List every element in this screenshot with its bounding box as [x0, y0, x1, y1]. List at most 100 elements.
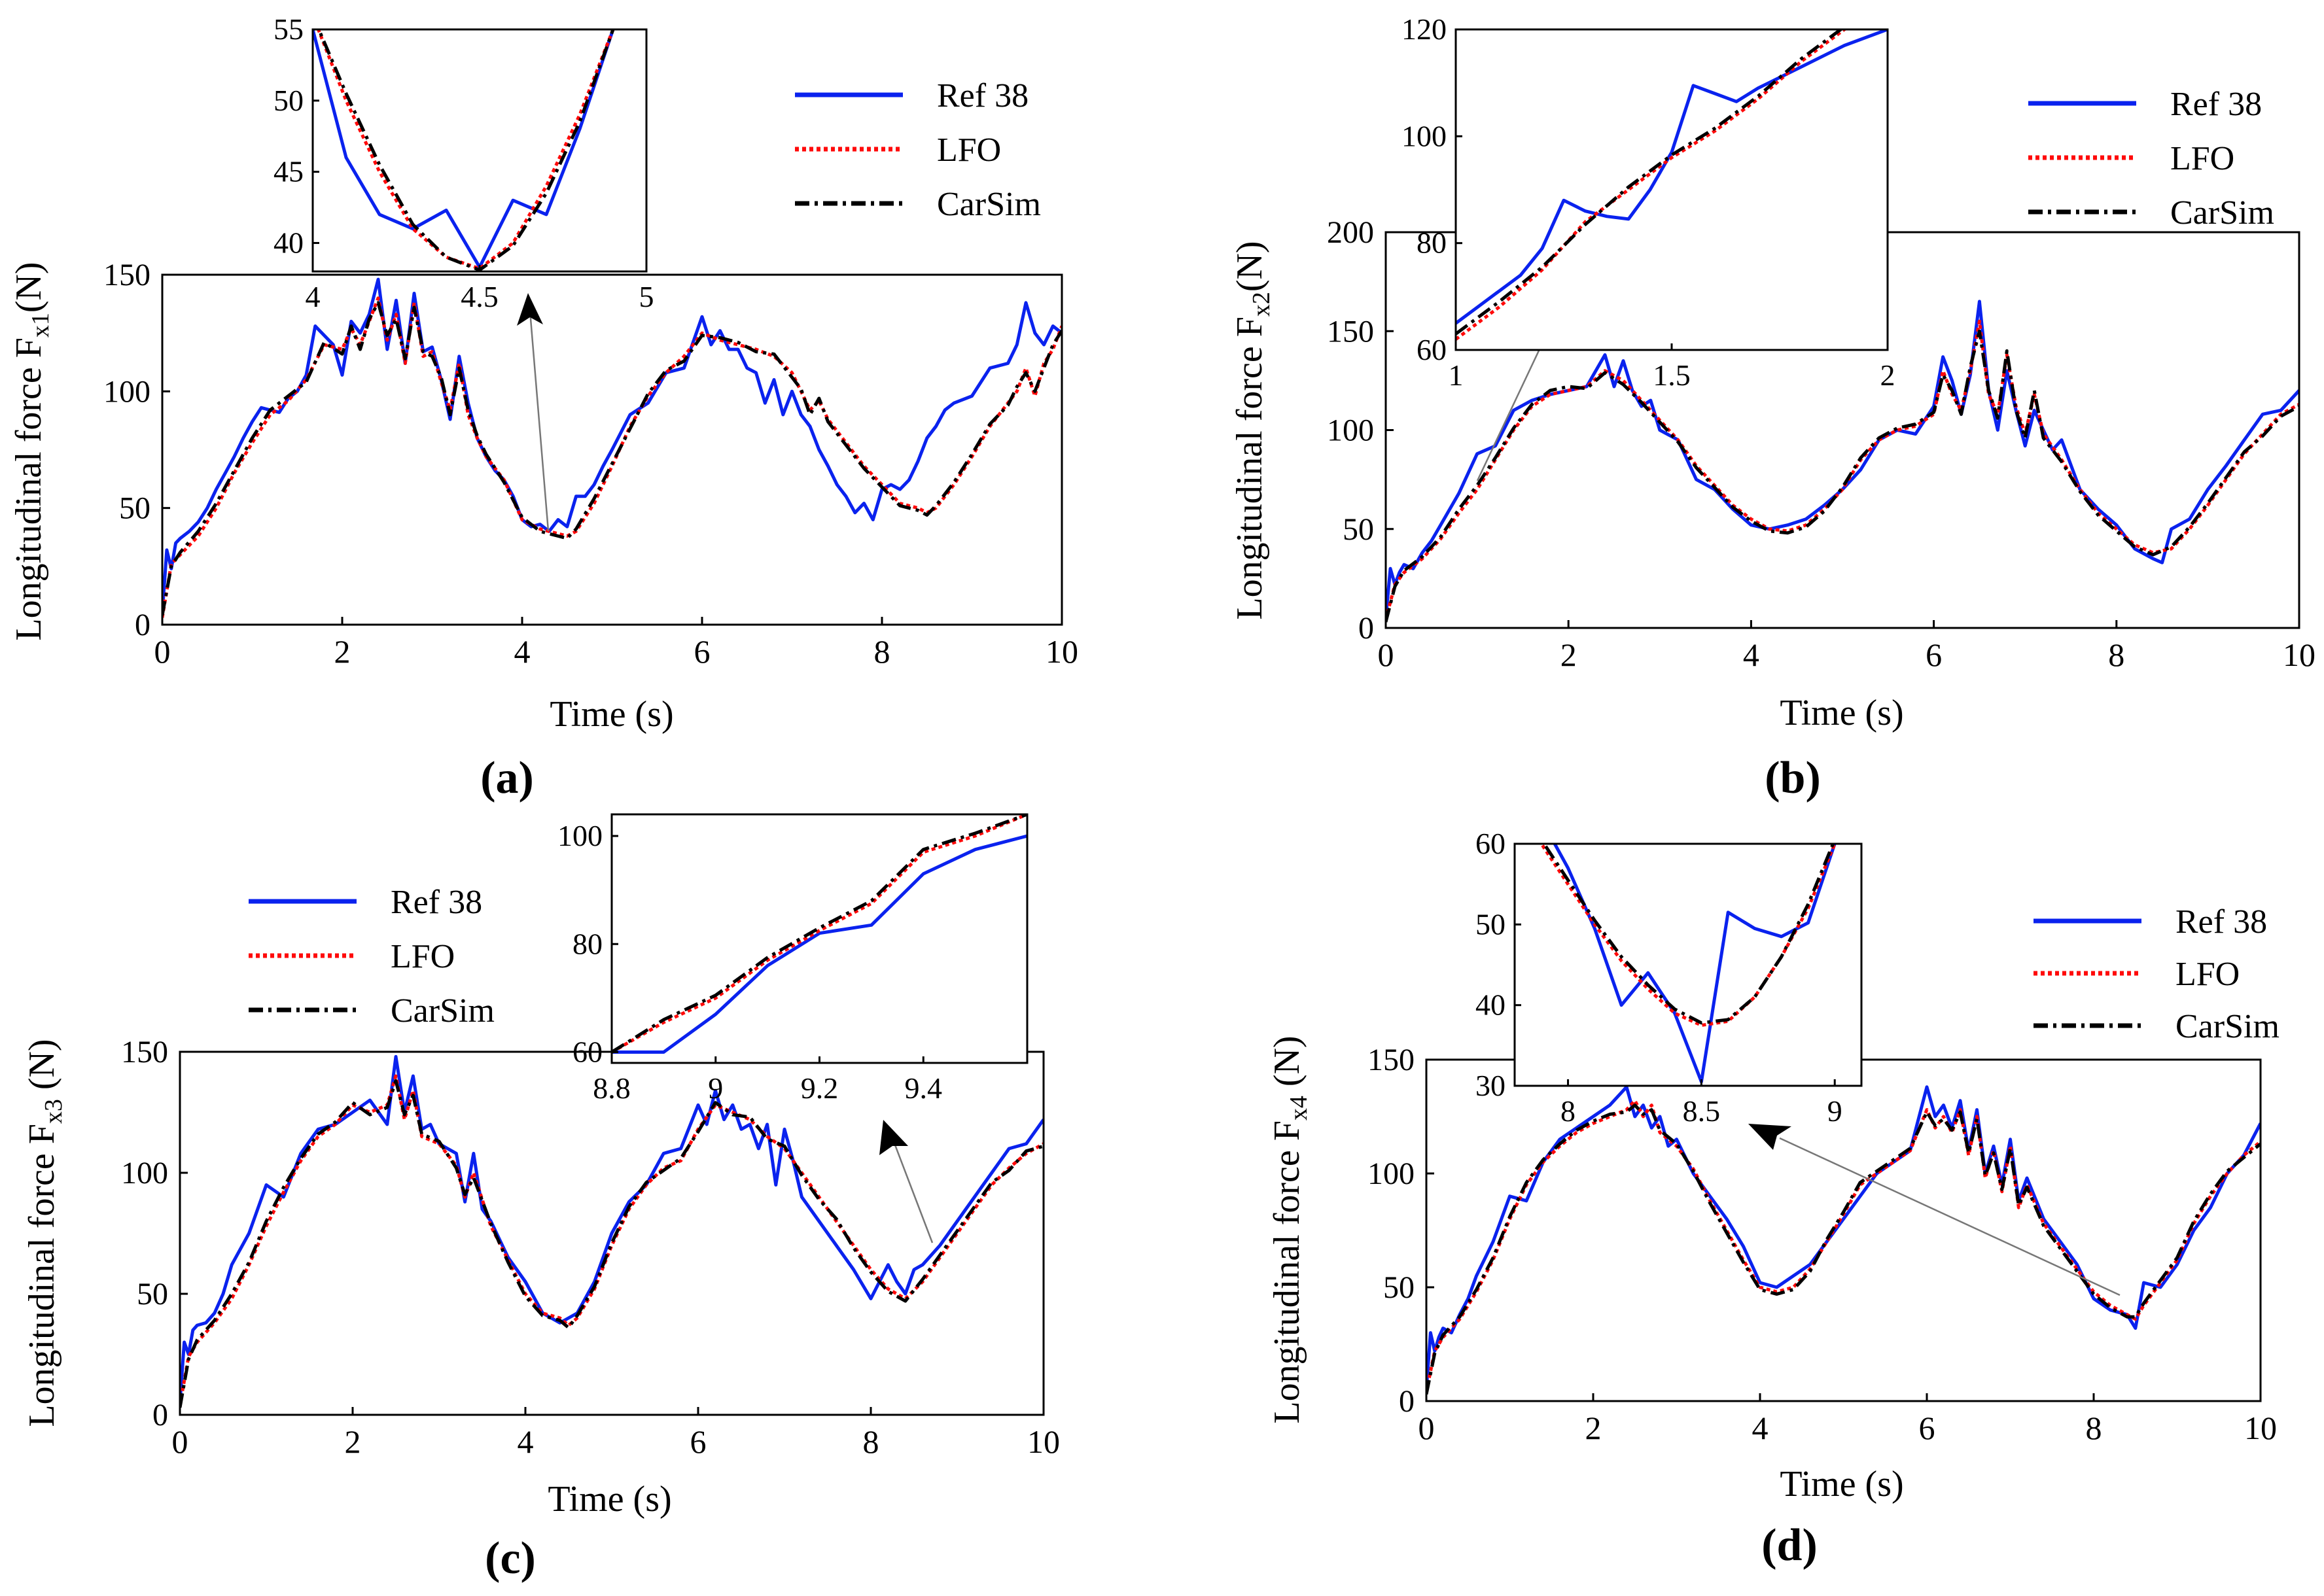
- chart-a-inset-xtick-label: 4: [306, 280, 321, 313]
- chart-b-yticks: 0 50 100 150 200: [1327, 215, 1394, 646]
- chart-c-inset-series-ref-38: [612, 834, 1027, 1054]
- chart-b-inset-series-ref-38: [1456, 29, 1888, 325]
- chart-a-ylabel-unit: (N): [9, 262, 49, 313]
- chart-c-inset-ytick-label: 80: [572, 927, 603, 960]
- chart-c-inset-ytick-label: 60: [572, 1035, 603, 1068]
- chart-d-zoom-pointer: [1779, 1137, 2121, 1296]
- chart-a-inset-xtick-label: 4.5: [461, 280, 499, 313]
- chart-b-ytick-label: 100: [1327, 413, 1374, 448]
- chart-b-inset-ytick-label: 120: [1401, 12, 1447, 46]
- chart-c-inset: 60 80 100 8.8 9 9.2 9.4: [557, 813, 1029, 1105]
- chart-d-xtick-label: 6: [1919, 1410, 1935, 1446]
- chart-a-xtick-label: 8: [874, 633, 890, 670]
- chart-d-inset-ytick-label: 50: [1475, 907, 1505, 941]
- chart-c-inset-xtick-label: 8.8: [593, 1071, 631, 1105]
- chart-c-series-carsim: [180, 1079, 1044, 1408]
- chart-b-ylabel-main: Longitudinal force F: [1229, 317, 1270, 619]
- chart-b-legend: Ref 38 LFO CarSim: [2028, 86, 2274, 232]
- chart-a-series-lfo: [162, 296, 1062, 618]
- chart-a-ylabel-sub: x1: [27, 313, 54, 338]
- chart-d-xticks: 0 2 4 6 8 10: [1418, 1393, 2277, 1446]
- chart-c-xtick-label: 6: [690, 1423, 707, 1460]
- chart-a-inset-xtick-label: 5: [639, 280, 654, 313]
- chart-a-ytick-label: 150: [103, 258, 150, 292]
- chart-d-ytick-label: 50: [1383, 1270, 1415, 1305]
- chart-c-xlabel: Time (s): [548, 1479, 671, 1519]
- chart-d-inset-ytick-label: 40: [1475, 988, 1505, 1022]
- chart-b-ytick-label: 0: [1358, 611, 1374, 646]
- chart-b-ylabel-unit: (N): [1229, 241, 1270, 292]
- chart-b-ytick-label: 150: [1327, 314, 1374, 349]
- chart-b-xticks: 0 2 4 6 8 10: [1378, 620, 2315, 673]
- chart-c-ytick-label: 50: [137, 1277, 168, 1311]
- chart-b-ytick-label: 50: [1343, 512, 1374, 547]
- chart-a-xtick-label: 6: [694, 633, 711, 670]
- chart-a-ytick-label: 100: [103, 374, 150, 409]
- chart-a-inset-ytick-label: 40: [273, 226, 304, 259]
- chart-c-inset-ytick-label: 100: [557, 819, 603, 852]
- chart-c-ylabel-main: Longitudinal force F: [22, 1124, 62, 1427]
- chart-a-ytick-label: 0: [135, 608, 150, 642]
- chart-d-xlabel: Time (s): [1780, 1464, 1903, 1504]
- chart-a-series: [162, 277, 1062, 618]
- chart-c-ytick-label: 150: [121, 1035, 168, 1069]
- chart-c-xtick-label: 4: [518, 1423, 534, 1460]
- chart-a-series-ref-38: [162, 277, 1062, 614]
- chart-b-inset-series-carsim: [1456, 29, 1844, 336]
- chart-d-series: [1426, 1085, 2261, 1395]
- chart-d-yticks: 0 50 100 150: [1367, 1043, 1434, 1419]
- chart-a-series-carsim: [162, 301, 1062, 616]
- chart-c-zoom-arrowhead: [879, 1120, 908, 1155]
- chart-a-inset-series-lfo: [316, 29, 615, 271]
- chart-a-inset-ytick-label: 50: [273, 84, 304, 117]
- chart-d-inset-xtick-label: 9: [1827, 1094, 1842, 1128]
- chart-c-zoom-pointer: [891, 1137, 934, 1243]
- chart-b-xlabel: Time (s): [1780, 693, 1903, 733]
- chart-c-legend: Ref 38 LFO CarSim: [249, 884, 495, 1030]
- chart-c-xtick-label: 2: [345, 1423, 361, 1460]
- chart-a-inset: 40 45 50 55 4 4.5 5: [273, 12, 654, 313]
- chart-d-ytick-label: 150: [1367, 1043, 1415, 1077]
- chart-b-series-lfo: [1386, 319, 2299, 621]
- chart-a-xtick-label: 4: [514, 633, 531, 670]
- chart-b-xtick-label: 4: [1743, 636, 1759, 673]
- chart-d-inset-ytick-label: 30: [1475, 1069, 1505, 1102]
- chart-d-inset-xtick-label: 8: [1560, 1094, 1576, 1128]
- chart-b-legend-label: Ref 38: [2170, 86, 2262, 123]
- chart-panel-d: 0 50 100 150 0 2 4 6 8 10 Time (s) Longitudinal …: [1267, 827, 2280, 1570]
- chart-d-axes: [1425, 1058, 2262, 1402]
- chart-b-xtick-label: 10: [2283, 636, 2315, 673]
- chart-c-ylabel: Longitudinal force Fx3 (N): [22, 1039, 67, 1427]
- chart-panel-a: 0 50 100 150 0 2 4 6 8 10 Time (s) Longitudinal …: [9, 12, 1078, 803]
- chart-panel-b: 0 50 100 150 200 0 2 4 6 8 10 Time (s) Longitudin…: [1229, 12, 2315, 803]
- chart-d-legend-label: CarSim: [2175, 1008, 2280, 1045]
- chart-b-inset-xtick-label: 2: [1880, 358, 1895, 392]
- chart-d-ylabel-main: Longitudinal force F: [1267, 1120, 1307, 1423]
- chart-a-ylabel: Longitudinal force Fx1(N): [9, 262, 54, 640]
- chart-b-inset-series-lfo: [1456, 29, 1848, 341]
- chart-d-xtick-label: 4: [1752, 1410, 1769, 1446]
- chart-b-inset-xtick-label: 1: [1449, 358, 1464, 392]
- chart-b-series: [1386, 300, 2299, 623]
- chart-a-inset-ytick-label: 55: [273, 12, 304, 46]
- chart-c-inset-xtick-label: 9.2: [801, 1071, 839, 1105]
- chart-c-legend-label: Ref 38: [391, 884, 482, 921]
- chart-d-ylabel-unit: (N): [1267, 1035, 1307, 1096]
- chart-c-legend-label: CarSim: [391, 992, 495, 1030]
- chart-d-inset-ytick-label: 60: [1475, 827, 1505, 860]
- chart-c-xtick-label: 0: [172, 1423, 188, 1460]
- chart-c-xtick-label: 10: [1027, 1423, 1060, 1460]
- chart-b-inset-ytick-label: 100: [1401, 119, 1447, 152]
- chart-b-ylabel-sub: x2: [1248, 292, 1275, 317]
- chart-a-xtick-label: 2: [334, 633, 351, 670]
- chart-b-inset-xtick-label: 1.5: [1653, 358, 1691, 392]
- chart-a-legend: Ref 38 LFO CarSim: [795, 77, 1041, 223]
- chart-c-series: [180, 1054, 1044, 1408]
- chart-d-inset: 30 40 50 60 8 8.5 9: [1475, 827, 1863, 1128]
- chart-d-series-carsim: [1426, 1103, 2261, 1395]
- chart-a-ylabel-main: Longitudinal force F: [9, 338, 49, 640]
- chart-d-series-lfo: [1426, 1099, 2261, 1393]
- chart-a-xlabel: Time (s): [550, 694, 673, 735]
- chart-c-series-ref-38: [180, 1054, 1044, 1403]
